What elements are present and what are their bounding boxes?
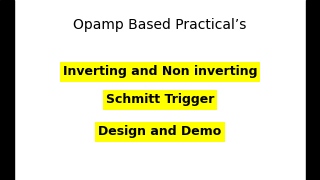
Text: Inverting and Non inverting: Inverting and Non inverting [63,66,257,78]
Bar [0,0,14,180]
Text: Schmitt Trigger: Schmitt Trigger [106,93,214,107]
Text: Opamp Based Practical’s: Opamp Based Practical’s [73,18,247,32]
Bar [306,0,320,180]
Text: Design and Demo: Design and Demo [98,125,222,138]
